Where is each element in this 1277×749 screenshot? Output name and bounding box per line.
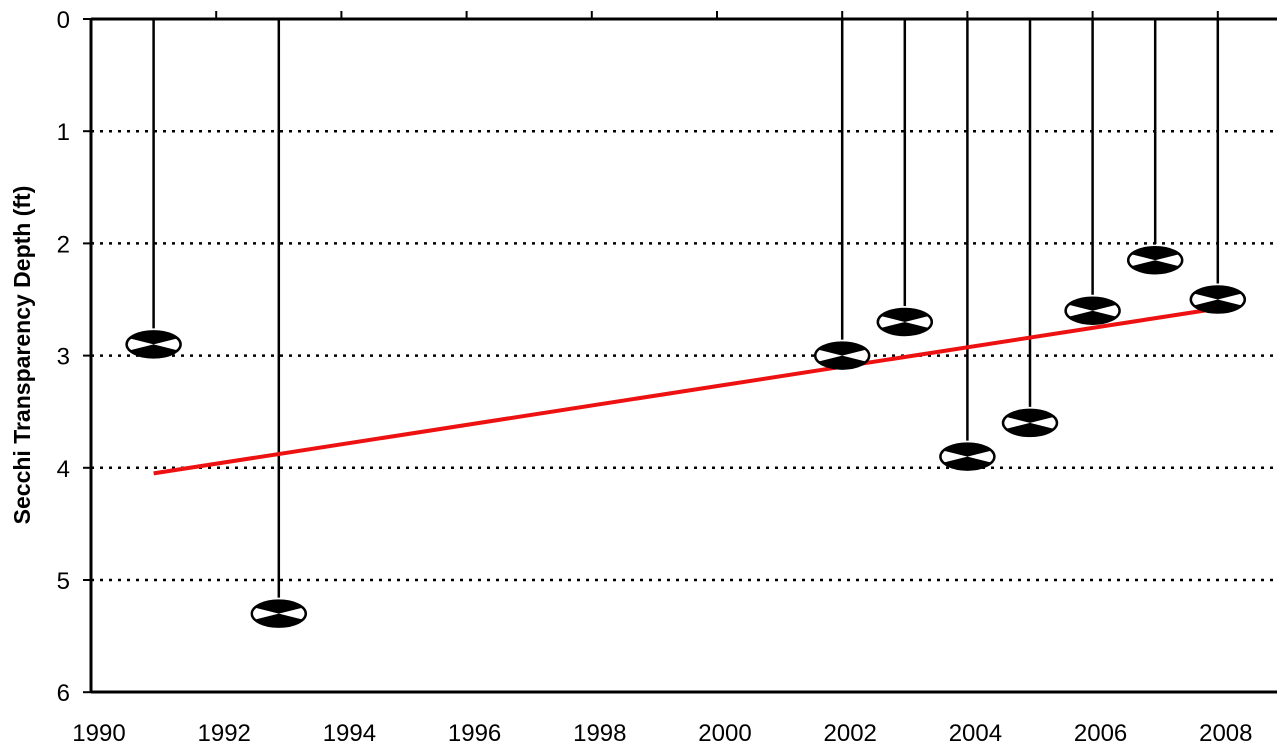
disk-upper-quadrant: [254, 600, 303, 614]
disk-lower-quadrant: [818, 355, 867, 369]
y-tick-label: 1: [57, 119, 70, 146]
secchi-lines: [152, 19, 1220, 598]
secchi-disk-point: [250, 599, 308, 628]
x-tick-label: 1992: [198, 720, 251, 747]
disk-upper-quadrant: [1068, 297, 1117, 311]
y-tick-label: 2: [57, 231, 70, 258]
disk-lower-quadrant: [1006, 422, 1054, 436]
data-points: [125, 245, 1247, 628]
y-tick-label: 6: [57, 680, 70, 707]
x-tick-label: 2008: [1199, 720, 1252, 747]
disk-upper-quadrant: [1193, 286, 1242, 300]
disk-upper-quadrant: [1006, 409, 1054, 423]
disk-lower-quadrant: [1131, 260, 1180, 274]
x-tick-label: 2000: [698, 720, 751, 747]
disk-lower-quadrant: [254, 613, 303, 627]
y-tick-label: 0: [57, 7, 70, 34]
secchi-disk-point: [813, 341, 871, 370]
x-tick-label: 2006: [1074, 720, 1127, 747]
x-tick-label: 2004: [949, 720, 1002, 747]
disk-lower-quadrant: [880, 321, 929, 335]
secchi-disk-point: [939, 442, 996, 471]
y-axis-title: Secchi Transparency Depth (ft): [9, 186, 35, 525]
y-tick-label: 4: [57, 456, 70, 483]
x-tick-label: 2002: [824, 720, 877, 747]
x-tick-label: 1990: [72, 720, 125, 747]
secchi-disk-point: [1001, 408, 1059, 438]
x-tick-label: 1996: [448, 720, 501, 747]
disk-lower-quadrant: [943, 456, 992, 470]
secchi-disk-point: [125, 330, 182, 359]
x-tick-labels: 1990 1992 1994 1996 1998 2000 2002 2004 2006 2008: [72, 720, 1252, 747]
secchi-disk-point: [1189, 285, 1247, 314]
x-tick-label: 1998: [573, 720, 626, 747]
disk-upper-quadrant: [943, 443, 992, 457]
y-tick-label: 5: [57, 568, 70, 595]
disk-upper-quadrant: [129, 331, 178, 345]
secchi-disk-point: [1126, 245, 1184, 275]
disk-upper-quadrant: [1131, 247, 1180, 261]
secchi-disk-point: [876, 307, 934, 337]
disk-upper-quadrant: [818, 342, 867, 356]
disk-upper-quadrant: [880, 308, 929, 322]
disk-lower-quadrant: [1193, 299, 1242, 313]
x-tick-marks: [215, 11, 1219, 19]
y-tick-label: 3: [57, 344, 70, 371]
disk-lower-quadrant: [129, 344, 178, 358]
trend-line: [153, 306, 1219, 476]
secchi-disk-point: [1064, 296, 1121, 325]
disk-lower-quadrant: [1068, 310, 1117, 324]
y-tick-labels: 0 1 2 3 4 5 6: [57, 7, 91, 707]
gridlines: [91, 129, 1277, 582]
x-tick-label: 1994: [323, 720, 376, 747]
